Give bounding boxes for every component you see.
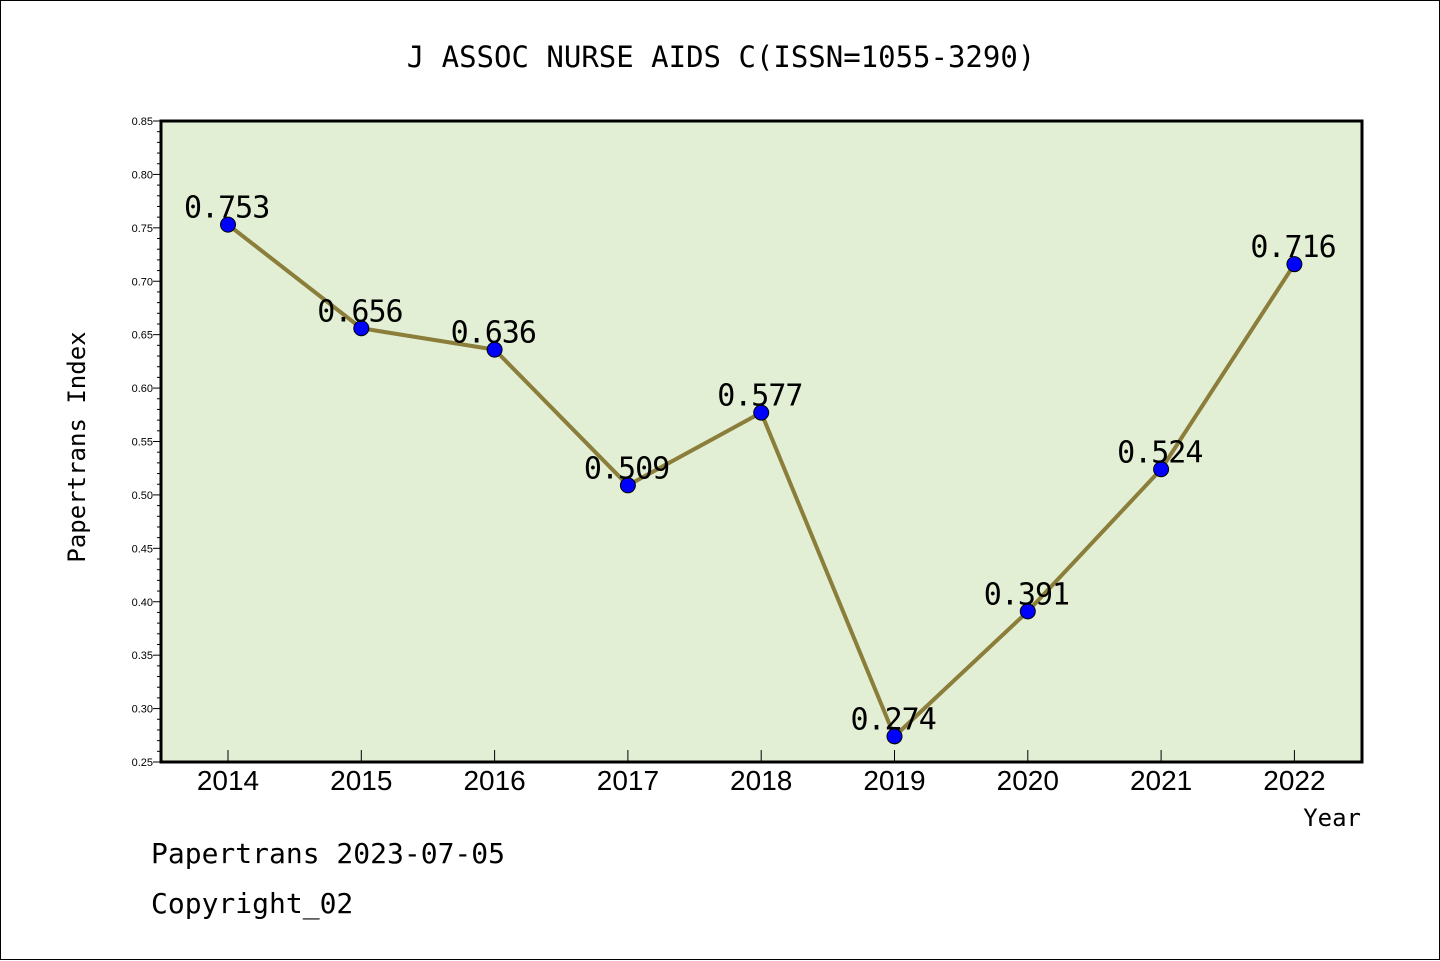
series-papertrans-index: 0.753 0.656 0.636 0.509 0.577 0.274 0.391 0.524…	[184, 191, 1337, 745]
x-axis: 2014 2015 2016 2017 2018 2019 2020 2021 2022	[197, 750, 1326, 796]
data-point	[1286, 256, 1303, 273]
y-tick-label: 0.25	[132, 757, 153, 769]
data-point	[619, 477, 636, 494]
y-tick-label: 0.45	[132, 543, 153, 555]
plot-area	[159, 119, 1364, 764]
y-tick-label: 0.85	[132, 116, 153, 128]
y-tick-label: 0.65	[132, 330, 153, 342]
data-label: 0.656	[317, 294, 402, 329]
x-tick-label: 2019	[863, 765, 925, 796]
data-label: 0.753	[184, 191, 269, 226]
y-tick-label: 0.40	[132, 597, 153, 609]
source-date-text: Papertrans 2023-07-05	[151, 837, 506, 870]
x-tick-label: 2020	[997, 765, 1059, 796]
x-tick-label: 2014	[197, 765, 259, 796]
y-tick-label: 0.35	[132, 650, 153, 662]
data-point	[886, 728, 903, 745]
y-tick-label: 0.30	[132, 704, 153, 716]
data-label: 0.391	[984, 577, 1069, 612]
x-tick-label: 2016	[463, 765, 525, 796]
x-tick-label: 2022	[1263, 765, 1325, 796]
x-tick-label: 2015	[330, 765, 392, 796]
data-point	[353, 320, 370, 337]
y-tick-label: 0.55	[132, 437, 153, 449]
y-tick-label: 0.50	[132, 490, 153, 502]
chart-title: J ASSOC NURSE AIDS C(ISSN=1055-3290)	[407, 40, 1036, 74]
data-point	[1153, 461, 1170, 478]
data-label: 0.716	[1250, 230, 1335, 265]
y-axis: 0.25 0.30 0.35 0.40 0.45 0.50 0.55 0.60 0.65 0.70…	[132, 116, 161, 769]
x-axis-label: Year	[1303, 804, 1361, 832]
data-point	[753, 404, 770, 421]
data-point	[220, 216, 236, 233]
y-tick-label: 0.80	[132, 169, 153, 181]
y-tick-label: 0.60	[132, 383, 153, 395]
data-label: 0.577	[717, 379, 802, 414]
data-label: 0.509	[584, 451, 669, 486]
data-point	[486, 341, 503, 358]
copyright-text: Copyright_02	[151, 887, 354, 920]
y-tick-label: 0.70	[132, 276, 153, 288]
x-tick-label: 2018	[730, 765, 792, 796]
data-label: 0.524	[1117, 435, 1202, 470]
y-tick-label: 0.75	[132, 223, 153, 235]
data-label: 0.274	[851, 702, 936, 737]
y-axis-label: Papertrans Index	[63, 331, 91, 562]
x-tick-label: 2017	[597, 765, 659, 796]
data-label: 0.636	[451, 316, 536, 351]
data-point	[1019, 603, 1036, 620]
x-tick-label: 2021	[1130, 765, 1192, 796]
